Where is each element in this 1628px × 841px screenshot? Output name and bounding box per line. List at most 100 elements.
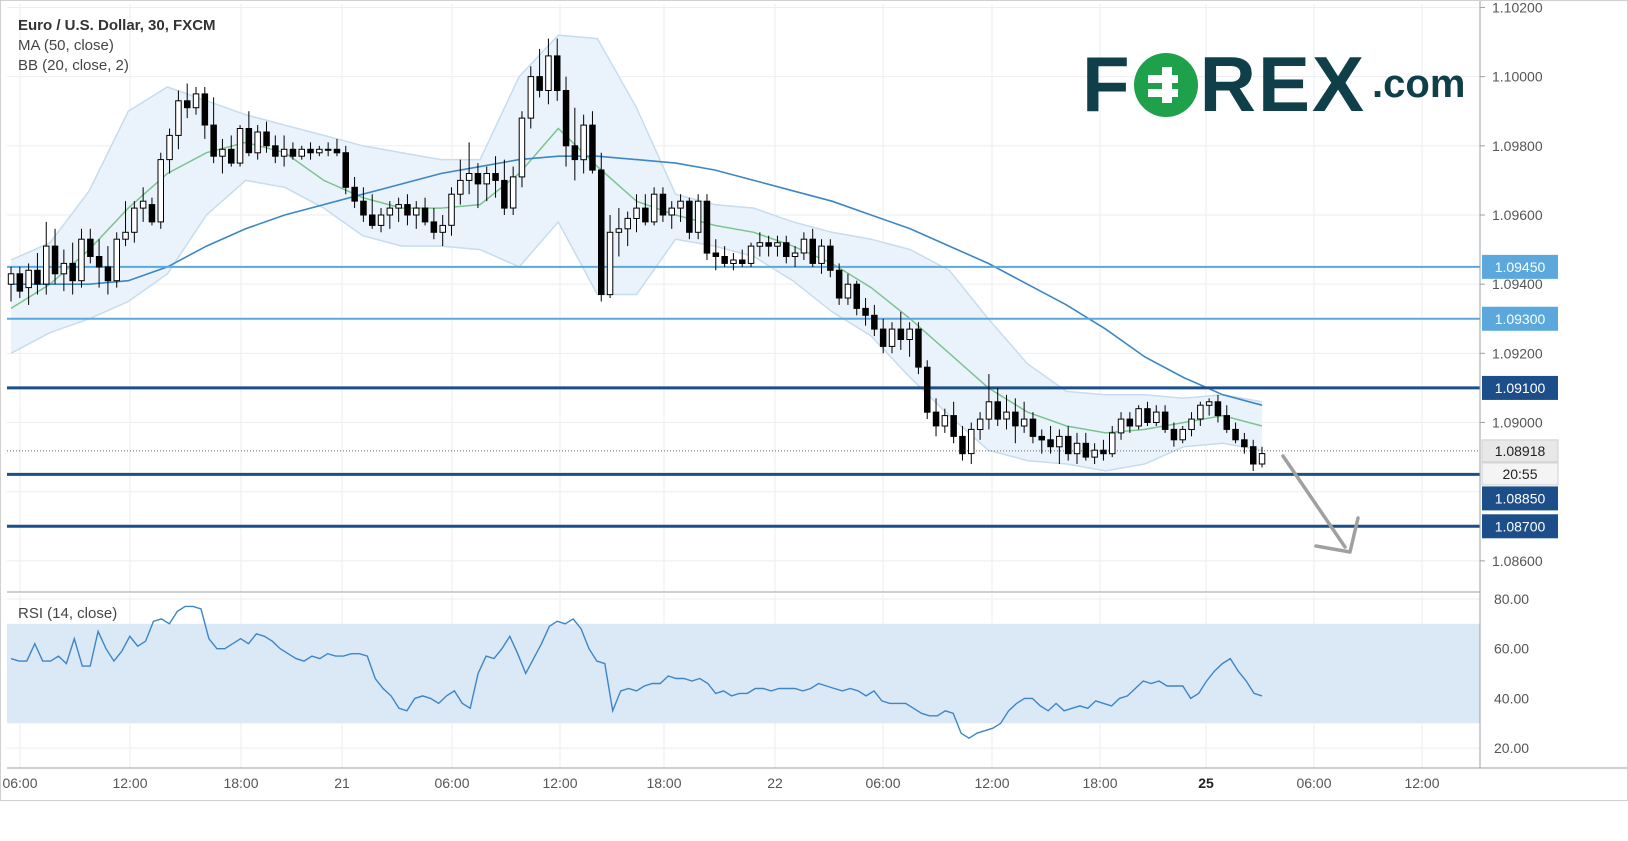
candle-body [307, 148, 314, 154]
candle-body [703, 200, 711, 254]
candle-body [1197, 404, 1204, 420]
candle [624, 211, 631, 247]
candle [430, 208, 438, 240]
time-tick-label: 06:00 [1296, 775, 1331, 791]
candle [316, 145, 323, 157]
candle [157, 152, 164, 229]
candle [1012, 398, 1019, 444]
candle-body [148, 204, 156, 223]
candle-body [245, 128, 253, 154]
candle-body [342, 152, 349, 188]
candle-body [730, 259, 737, 264]
bb-lower-line [10, 179, 1263, 472]
countdown-label: 20:55 [1502, 466, 1537, 482]
candle-body [941, 415, 949, 427]
candle-body [844, 283, 852, 299]
price-axis[interactable]: 1.10200 1.10000 1.09800 1.09600 1.09400 1.092… [1480, 0, 1543, 569]
candle [888, 322, 896, 354]
candle [598, 152, 605, 302]
logo-text-com: .com [1372, 62, 1466, 106]
candle-body [959, 435, 966, 455]
candle [413, 201, 420, 229]
logo-o-icon [1133, 53, 1198, 117]
candle-body [95, 256, 103, 268]
candle [509, 166, 517, 215]
price-tick-label: 1.09400 [1492, 276, 1543, 292]
candle-body [765, 242, 772, 247]
price-tick-label: 1.08600 [1492, 553, 1543, 569]
candle [377, 208, 385, 233]
ma-legend: MA (50, close) [18, 37, 114, 54]
candlesticks[interactable] [7, 38, 1266, 471]
candle [1232, 422, 1239, 444]
rsi-axis[interactable]: 80.00 60.00 40.00 20.00 [1494, 591, 1529, 756]
candle [941, 408, 949, 433]
level-tag-box [1482, 306, 1558, 331]
candle [818, 239, 825, 274]
candle [1073, 432, 1081, 465]
candle [351, 176, 358, 209]
candle-body [915, 328, 922, 368]
candle [192, 87, 200, 115]
support-resistance-levels[interactable] [7, 265, 1480, 528]
candle [1091, 443, 1098, 465]
candle [571, 107, 579, 181]
candle-body [809, 238, 816, 264]
candle [236, 125, 244, 167]
candle-body [360, 200, 367, 216]
candle [1161, 405, 1169, 433]
candle [201, 87, 209, 139]
logo-text-rex: REX [1199, 40, 1367, 128]
candle-body [1135, 408, 1142, 427]
level-tag-box [1482, 514, 1558, 539]
candle-body [448, 193, 455, 226]
rsi-pane[interactable] [7, 605, 1480, 740]
candle [703, 194, 711, 260]
price-tick-label: 1.09800 [1492, 138, 1543, 154]
candle-body [686, 200, 693, 233]
candle-body [316, 148, 323, 154]
forex-logo: F REX .com [1082, 45, 1466, 123]
candle [219, 138, 226, 174]
candle-body [421, 207, 429, 223]
candle-body [800, 238, 808, 254]
current-price-label: 1.08918 [1495, 443, 1546, 459]
time-axis[interactable]: 06:00 12:00 18:00 21 06:00 12:00 18:00 22 06:00 1… [2, 775, 1439, 791]
candle-body [650, 193, 658, 223]
candle [950, 401, 957, 444]
candle [245, 111, 253, 157]
candle [289, 142, 297, 160]
rsi-tick-label: 40.00 [1494, 690, 1529, 706]
candle [1082, 432, 1090, 461]
candle [985, 374, 993, 430]
candle-body [994, 401, 1001, 420]
current-price-box [1481, 439, 1559, 463]
candle-body [492, 173, 499, 181]
candle [959, 425, 966, 461]
candle [924, 360, 931, 420]
candle-body [377, 214, 385, 226]
candle [1250, 439, 1257, 471]
candle-body [1170, 428, 1178, 441]
candle [809, 228, 816, 267]
level-tag-box [1482, 375, 1558, 400]
level-tags: 1.09450 1.09300 1.09100 1.08850 1.08700 1.089… [1481, 254, 1559, 539]
time-tick-label: 06:00 [865, 775, 900, 791]
level-tag-label: 1.09100 [1495, 380, 1546, 396]
candle [747, 242, 755, 267]
candle-body [184, 100, 191, 109]
candle-body [888, 328, 896, 347]
candle-body [1056, 435, 1063, 448]
candle-body [1223, 415, 1230, 430]
rsi-band [7, 623, 1480, 724]
candle-body [827, 245, 834, 271]
candle [1003, 394, 1010, 430]
candle [342, 145, 349, 195]
candle-body [404, 204, 411, 216]
candle-body [1100, 449, 1107, 455]
time-tick-label: 12:00 [112, 775, 147, 791]
bollinger-band-area [11, 35, 1262, 471]
candle [139, 187, 147, 222]
candle-body [369, 214, 376, 226]
